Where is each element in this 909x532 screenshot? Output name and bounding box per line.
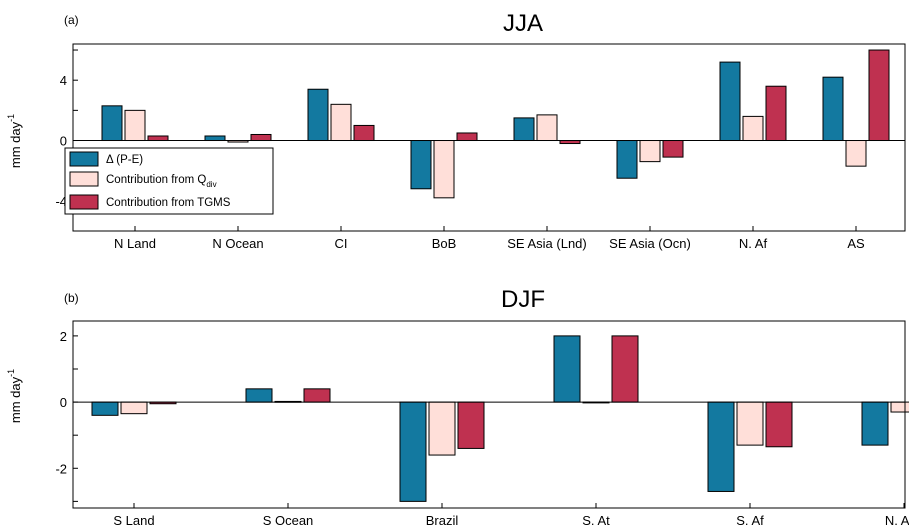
- legend-label-dpe-text: Δ (P-E): [106, 154, 143, 166]
- bar-qdiv-as: [845, 140, 867, 167]
- panel-a-category-label: SE Asia (Lnd): [507, 236, 587, 251]
- panel-b-category-label: S. At: [582, 513, 610, 528]
- bar-dpe-s-land: [91, 401, 119, 416]
- panel-a-ytick-label: -4: [55, 194, 67, 209]
- panel-a-axes-box: [72, 43, 906, 232]
- bar-qdiv-n-af: [742, 115, 764, 142]
- bar-tgms-bob: [456, 132, 478, 142]
- bar-dpe-ci: [307, 88, 329, 142]
- bar-dpe-s-ocean: [245, 388, 273, 403]
- bar-tgms-ci: [353, 124, 375, 142]
- bar-dpe-s-af: [707, 401, 735, 492]
- bar-dpe-n-land: [101, 105, 123, 142]
- panel-b-category-label: S. Af: [736, 513, 764, 528]
- bar-tgms-se-asia-ocn: [662, 140, 684, 158]
- panel-b-ylabel-sup: -1: [6, 369, 16, 377]
- legend-swatch-qdiv: [69, 171, 99, 187]
- panel-b-djf: DJF (b) mm day-1 -2 0 2 S Land S Ocean Brazi…: [6, 286, 909, 528]
- panel-a-ylabel: mm day-1: [6, 114, 23, 168]
- bar-qdiv-se-asia-lnd: [536, 114, 558, 142]
- bar-qdiv-s-land: [120, 401, 148, 415]
- legend-swatch-tgms: [69, 194, 99, 210]
- legend-label-qdiv: Contribution from Qdiv: [106, 174, 217, 189]
- panel-a-title: JJA: [503, 10, 543, 37]
- bar-dpe-se-asia-lnd: [513, 117, 535, 142]
- bar-tgms-n-af: [765, 85, 787, 142]
- panel-a-label: (a): [64, 13, 79, 27]
- panel-b-label: (b): [64, 291, 79, 305]
- panel-b-ytick-label: 0: [60, 395, 67, 410]
- bar-qdiv-ci: [330, 103, 352, 142]
- legend: Δ (P-E) Contribution from Qdiv Contribut…: [64, 147, 274, 215]
- bar-dpe-n-af: [719, 61, 741, 142]
- bar-qdiv-s-af: [736, 401, 764, 446]
- bar-dpe-as: [822, 76, 844, 142]
- bar-dpe-n-aus: [861, 401, 889, 446]
- panel-a-ytick-label: 4: [60, 73, 67, 88]
- panel-a-category-label: N Land: [114, 236, 156, 251]
- panel-a-category-label: N. Af: [739, 236, 768, 251]
- legend-label-qdiv-sub: div: [206, 180, 216, 189]
- bar-tgms-s-at: [611, 335, 639, 403]
- bar-dpe-n-ocean: [204, 135, 226, 142]
- bar-qdiv-se-asia-ocn: [639, 140, 661, 163]
- panel-a-jja: JJA (a) mm day-1 -4 0 4 N Land N Ocean CI BoB…: [6, 10, 906, 251]
- legend-box: [64, 147, 274, 215]
- panel-a-ytick-label: 0: [60, 134, 67, 149]
- panel-b-ylabel: mm day-1: [6, 369, 23, 423]
- legend-label-qdiv-text: Contribution from Q: [106, 174, 206, 186]
- panel-b-axes-box: [72, 320, 906, 509]
- panel-b-ytick-label: -2: [55, 461, 67, 476]
- panel-a-ylabel-main: mm day: [8, 121, 23, 168]
- panel-b-ytick-label: 2: [60, 329, 67, 344]
- bar-tgms-as: [868, 49, 890, 142]
- panel-a-category-label: SE Asia (Ocn): [609, 236, 691, 251]
- bar-qdiv-n-aus: [890, 401, 909, 413]
- bar-tgms-brazil: [457, 401, 485, 449]
- bar-tgms-n-land: [147, 135, 169, 142]
- panel-a-ylabel-sup: -1: [6, 114, 16, 122]
- legend-label-tgms: Contribution from TGMS: [106, 197, 231, 209]
- bar-tgms-s-af: [765, 401, 793, 448]
- bar-dpe-se-asia-ocn: [616, 140, 638, 179]
- panel-a-category-label: BoB: [432, 236, 457, 251]
- panel-b-category-label: S Land: [113, 513, 154, 528]
- legend-swatch-dpe: [69, 151, 99, 167]
- bar-tgms-s-ocean: [303, 388, 331, 403]
- bar-dpe-brazil: [399, 401, 427, 502]
- bar-dpe-bob: [410, 140, 432, 190]
- bar-tgms-n-ocean: [250, 133, 272, 142]
- legend-label-tgms-text: Contribution from TGMS: [106, 197, 231, 209]
- bar-qdiv-brazil: [428, 401, 456, 456]
- panel-b-category-label: Brazil: [426, 513, 459, 528]
- panel-a-category-label: N Ocean: [212, 236, 263, 251]
- panel-b-title: DJF: [501, 286, 545, 313]
- bar-qdiv-bob: [433, 140, 455, 199]
- bar-dpe-s-at: [553, 335, 581, 403]
- panel-a-category-label: CI: [335, 236, 348, 251]
- panel-a-category-label: AS: [847, 236, 865, 251]
- bar-qdiv-n-land: [124, 109, 146, 142]
- panel-b-category-label: S Ocean: [263, 513, 314, 528]
- panel-b-ylabel-main: mm day: [8, 376, 23, 423]
- panel-b-category-label: N. Aus: [885, 513, 909, 528]
- legend-label-dpe: Δ (P-E): [106, 154, 143, 166]
